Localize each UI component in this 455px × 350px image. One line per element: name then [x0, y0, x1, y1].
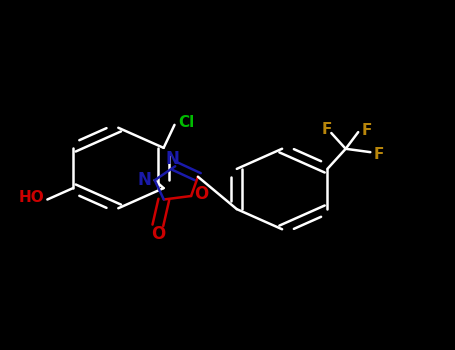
Text: N: N — [166, 150, 180, 168]
Text: Cl: Cl — [178, 114, 194, 130]
Text: N: N — [138, 170, 152, 189]
Text: F: F — [361, 123, 372, 138]
Text: F: F — [322, 122, 332, 137]
Text: O: O — [194, 185, 208, 203]
Text: HO: HO — [19, 190, 44, 205]
Text: O: O — [151, 225, 165, 243]
Text: F: F — [374, 147, 384, 162]
